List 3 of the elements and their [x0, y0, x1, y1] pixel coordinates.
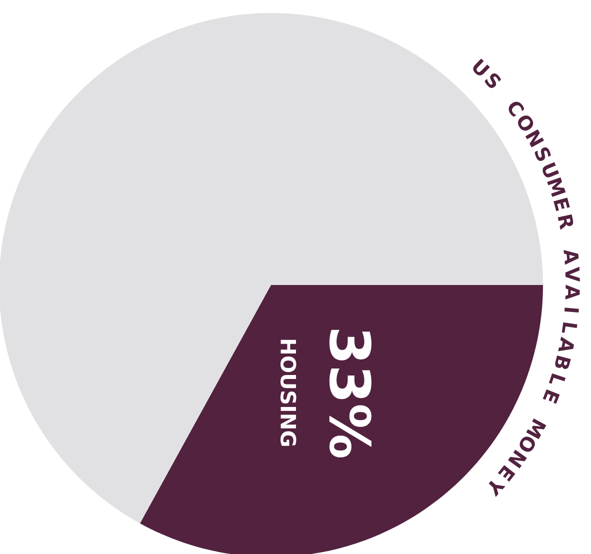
slice-label: HOUSING [280, 340, 296, 446]
data-label: 33% [329, 330, 372, 458]
chart-title: US CONSUMER AVAILABLE MONEY [471, 58, 580, 498]
